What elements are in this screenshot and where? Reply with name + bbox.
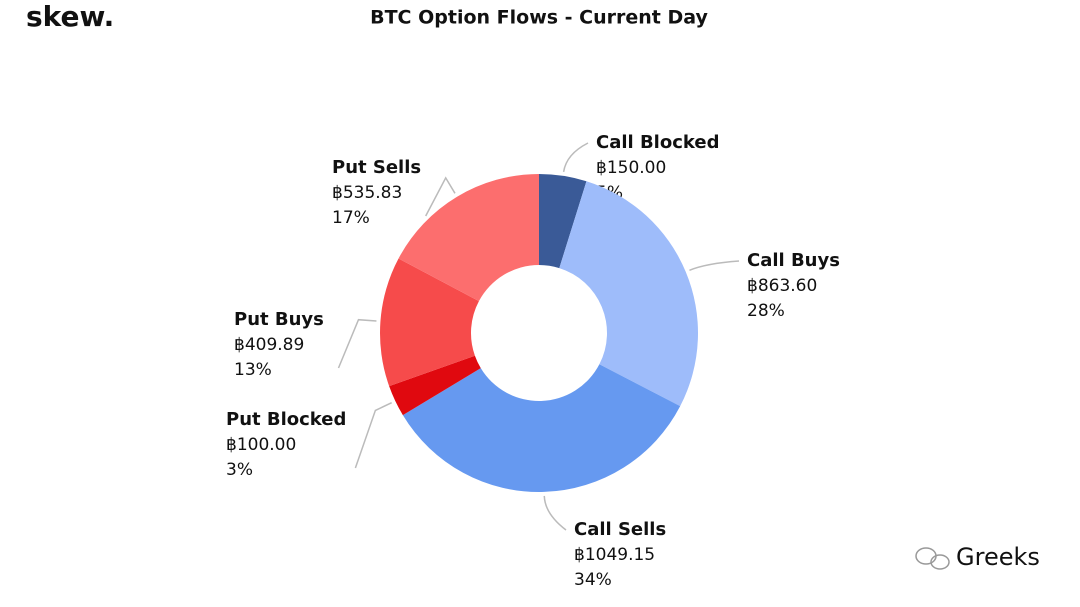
slice [539,174,587,269]
percent-label: 3% [226,460,253,480]
value-label: ฿863.60 [747,276,817,296]
logo: skew. [26,0,114,33]
slice [559,181,698,407]
slice-label: Call Blocked [596,132,719,153]
leader-line [689,260,740,271]
leader-line [425,176,456,217]
slice [380,258,479,387]
percent-label: 34% [574,570,612,590]
leader-line [543,495,567,531]
value-label: ฿409.89 [234,335,304,355]
value-label: ฿150.00 [596,158,666,178]
value-label: ฿100.00 [226,435,296,455]
slice-label: Call Sells [574,519,666,540]
slice [402,364,681,492]
percent-label: 13% [234,360,272,380]
slice-label: Call Buys [747,250,840,271]
slice-label: Put Blocked [226,409,346,430]
leader-line [337,318,377,369]
value-label: ฿1049.15 [574,545,655,565]
leader-line [562,142,589,172]
watermark: Greeks [956,543,1040,571]
percent-label: 28% [747,301,785,321]
slice-label: Put Buys [234,309,324,330]
leader-line [354,402,392,469]
percent-label: 17% [332,208,370,228]
slice [398,174,539,302]
value-label: ฿535.83 [332,183,402,203]
slice [389,355,481,416]
watermark-icon [915,547,950,570]
chart-title: BTC Option Flows - Current Day [370,7,708,29]
slice-label: Put Sells [332,157,421,178]
